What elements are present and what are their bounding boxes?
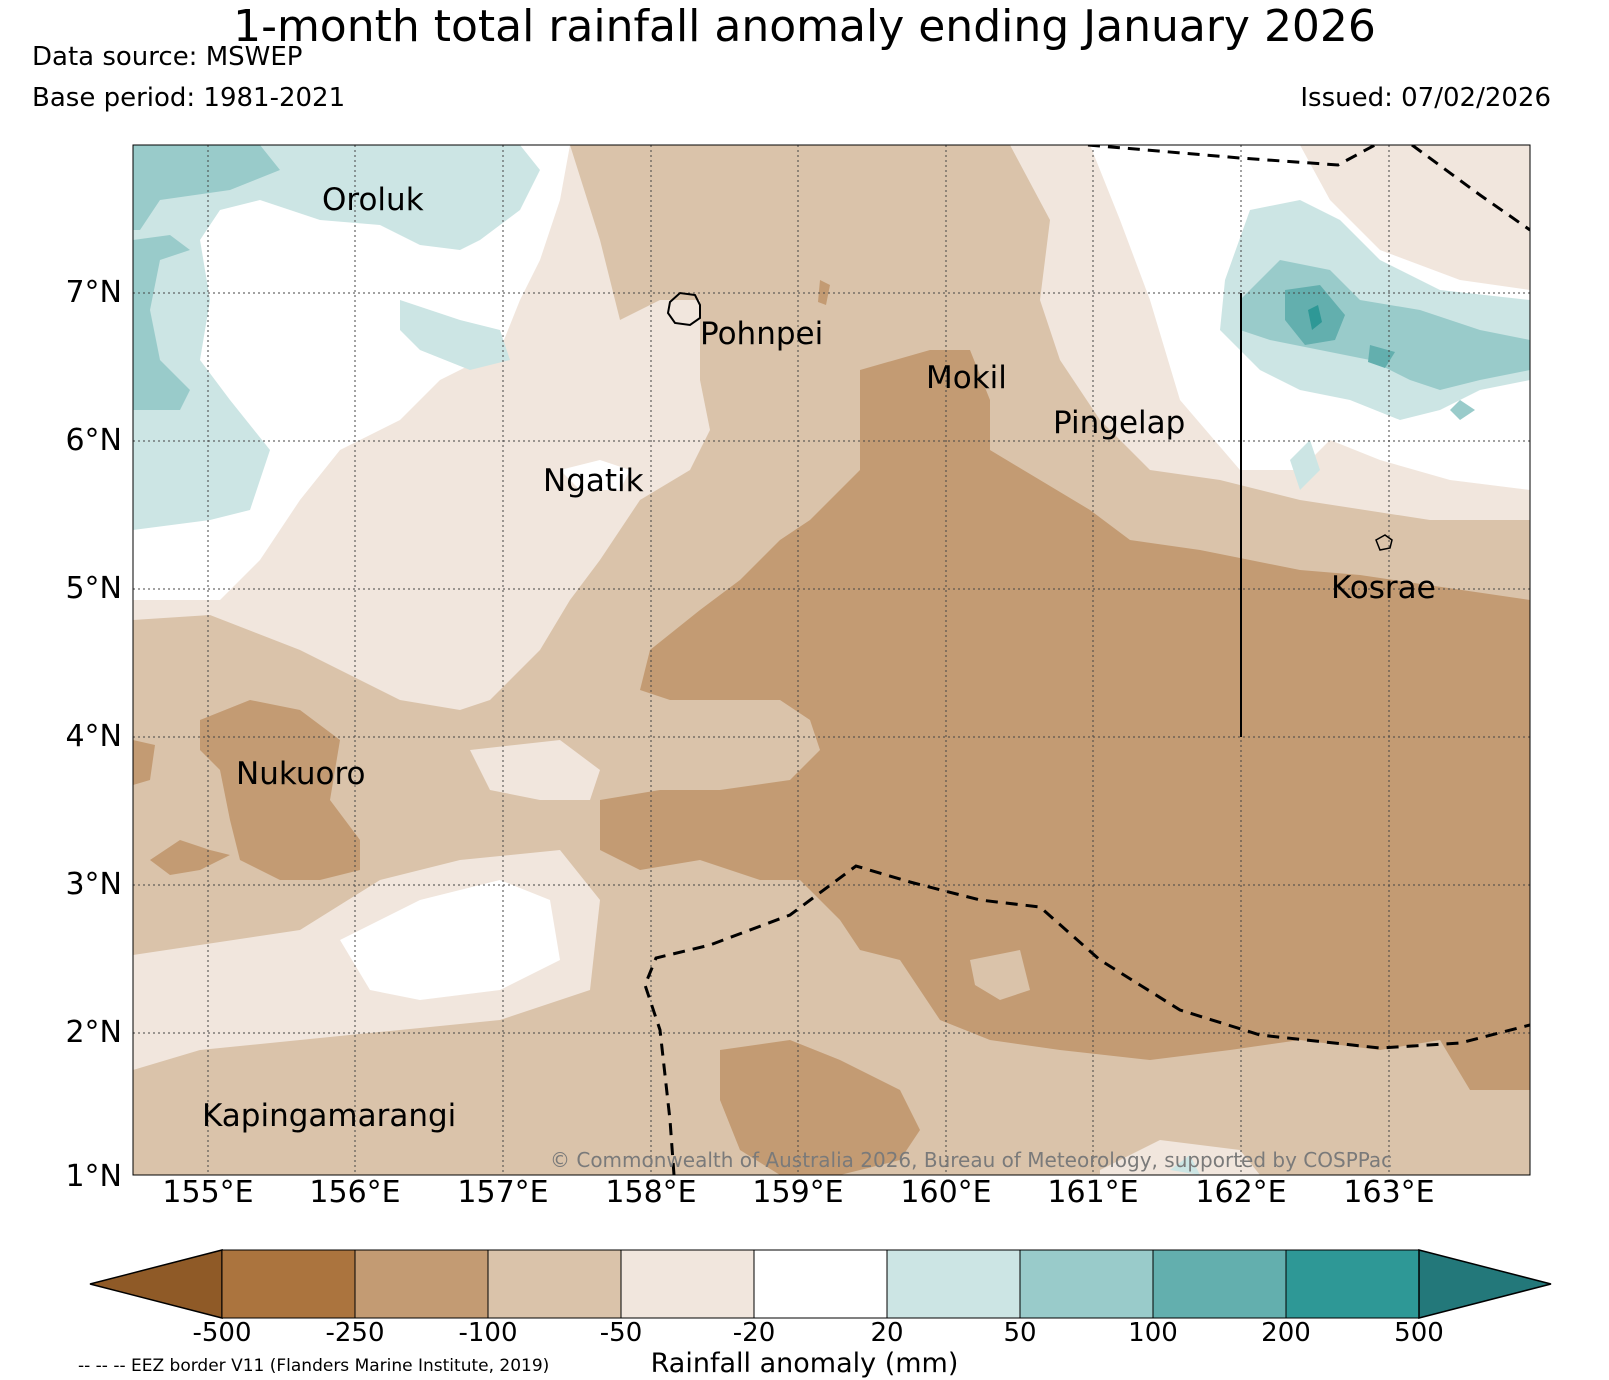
place-label-kapingamarangi: Kapingamarangi <box>202 1098 457 1134</box>
lat-label: 6°N <box>65 423 122 458</box>
region-plus50-plus100 <box>1450 400 1475 420</box>
lat-label: 3°N <box>65 867 122 902</box>
colorbar-tick-label: 100 <box>1128 1318 1178 1348</box>
chart-title: 1-month total rainfall anomaly ending Ja… <box>233 1 1376 52</box>
eez-border <box>643 145 1530 1175</box>
colorbar-tick-label: -50 <box>599 1318 643 1348</box>
region-minus250-minus100 <box>600 350 1530 1090</box>
anomaly-field <box>133 145 1530 1175</box>
colorbar-swatch <box>221 1249 356 1319</box>
region-plus20-plus50 <box>133 145 540 530</box>
colorbar <box>89 1249 1552 1319</box>
lon-label: 157°E <box>457 1175 549 1210</box>
lon-label: 159°E <box>752 1175 844 1210</box>
colorbar-tick-label: 500 <box>1394 1318 1444 1348</box>
colorbar-swatch <box>1019 1249 1154 1319</box>
region-minus250-minus100 <box>200 700 360 880</box>
region-plus50-plus100 <box>133 145 280 230</box>
place-label-pohnpei: Pohnpei <box>700 316 824 352</box>
pohnpei-island-outline <box>666 291 701 327</box>
region-plus20-plus50 <box>400 300 510 370</box>
region-minus250-minus100 <box>133 740 155 785</box>
data-source-text: Data source: MSWEP <box>32 42 303 72</box>
region-plus200-plus500 <box>1308 305 1322 330</box>
region-plus100-plus200 <box>1368 345 1395 368</box>
kosrae-island-outline <box>1375 534 1393 551</box>
region-minus250-minus100 <box>720 1040 920 1175</box>
base-period-text: Base period: 1981-2021 <box>32 83 346 113</box>
colorbar-tick-label: 50 <box>1003 1318 1037 1348</box>
place-label-kosrae: Kosrae <box>1331 570 1436 606</box>
colorbar-swatch <box>753 1249 888 1319</box>
colorbar-swatch <box>1152 1249 1287 1319</box>
region-near-normal <box>560 460 630 490</box>
copyright-text: © Commonwealth of Australia 2026, Bureau… <box>550 1148 1393 1172</box>
region-minus50-minus20 <box>1100 1140 1260 1175</box>
colorbar-tick-label: 20 <box>870 1318 904 1348</box>
place-label-mokil: Mokil <box>926 360 1007 396</box>
lon-label: 155°E <box>162 1175 254 1210</box>
eez-border-note: -- -- -- EEZ border V11 (Flanders Marine… <box>78 1356 550 1376</box>
colorbar-tick-label: -100 <box>458 1318 518 1348</box>
colorbar-tick-label: 200 <box>1261 1318 1311 1348</box>
region-minus100-minus50 <box>970 950 1030 1000</box>
lon-label: 162°E <box>1195 1175 1287 1210</box>
colorbar-tick-label: -500 <box>192 1318 252 1348</box>
lon-label: 156°E <box>309 1175 401 1210</box>
lon-label: 163°E <box>1343 1175 1435 1210</box>
lon-label: 161°E <box>1047 1175 1139 1210</box>
colorbar-under-arrow <box>89 1249 223 1319</box>
lat-label: 2°N <box>65 1015 122 1050</box>
region-plus50-plus100 <box>133 235 190 410</box>
lat-label: 1°N <box>65 1159 122 1194</box>
colorbar-swatch <box>1285 1249 1420 1319</box>
colorbar-swatch <box>886 1249 1021 1319</box>
lat-label: 5°N <box>65 571 122 606</box>
lon-label: 158°E <box>605 1175 697 1210</box>
lat-label: 7°N <box>65 275 122 310</box>
lon-label: 160°E <box>900 1175 992 1210</box>
issued-date-text: Issued: 07/02/2026 <box>1300 83 1551 113</box>
region-plus20-plus50 <box>1170 1155 1200 1175</box>
colorbar-tick-label: -250 <box>325 1318 385 1348</box>
colorbar-title: Rainfall anomaly (mm) <box>650 1348 959 1379</box>
region-plus20-plus50 <box>1290 440 1320 490</box>
colorbar-swatch <box>354 1249 489 1319</box>
place-label-nukuoro: Nukuoro <box>236 756 366 792</box>
region-near-normal <box>340 880 560 1000</box>
colorbar-swatch <box>620 1249 755 1319</box>
lat-label: 4°N <box>65 719 122 754</box>
place-label-ngatik: Ngatik <box>543 463 644 499</box>
colorbar-swatch <box>487 1249 622 1319</box>
graticule <box>133 145 1530 1175</box>
place-label-pingelap: Pingelap <box>1053 405 1186 441</box>
colorbar-over-arrow <box>1418 1249 1552 1319</box>
place-label-oroluk: Oroluk <box>322 182 424 218</box>
colorbar-tick-label: -20 <box>732 1318 776 1348</box>
region-minus250-minus100 <box>150 840 230 875</box>
map-frame <box>132 144 1531 1176</box>
